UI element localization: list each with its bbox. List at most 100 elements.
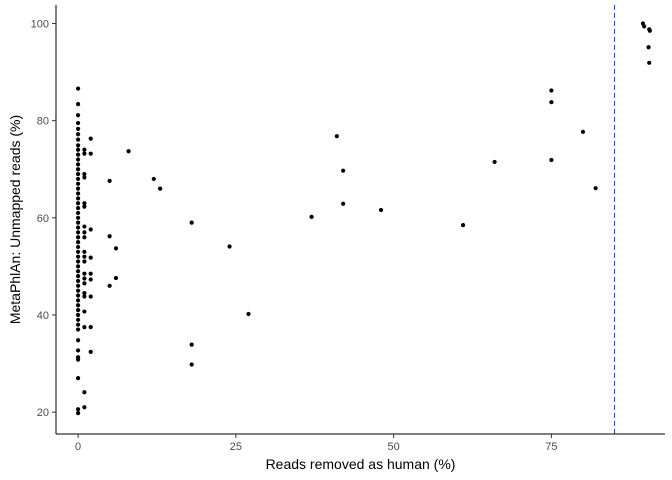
data-point <box>82 390 87 395</box>
data-point <box>82 271 87 276</box>
data-point <box>75 254 81 259</box>
data-point <box>189 342 194 347</box>
data-point <box>647 60 652 65</box>
data-point <box>126 149 131 154</box>
data-point <box>75 181 81 186</box>
data-point <box>75 132 81 137</box>
data-point <box>88 325 93 330</box>
data-point <box>75 120 81 126</box>
data-point <box>82 309 87 314</box>
data-point <box>75 317 81 322</box>
data-point <box>75 327 81 332</box>
data-point <box>460 222 466 228</box>
data-point <box>82 276 87 281</box>
data-point <box>75 288 81 293</box>
data-point <box>75 205 81 211</box>
data-point <box>75 162 81 167</box>
data-point <box>75 215 81 220</box>
data-point <box>341 168 346 173</box>
data-point <box>75 278 81 284</box>
data-point <box>189 362 194 367</box>
data-point <box>75 191 81 196</box>
points-layer <box>75 21 652 416</box>
data-point <box>82 151 87 156</box>
data-point <box>580 129 586 134</box>
data-point <box>75 407 81 412</box>
data-point <box>82 171 87 177</box>
data-point <box>82 405 87 410</box>
data-point <box>75 283 81 288</box>
data-point <box>82 259 87 264</box>
data-point <box>75 210 81 216</box>
data-point <box>82 254 87 259</box>
data-point <box>82 175 87 180</box>
data-point <box>75 225 81 230</box>
data-point <box>75 259 81 264</box>
data-point <box>75 157 81 162</box>
x-tick-label: 75 <box>545 441 557 453</box>
data-point <box>107 283 112 288</box>
data-point <box>75 147 81 152</box>
data-point <box>107 234 112 239</box>
data-point <box>75 102 81 107</box>
data-point <box>88 227 93 232</box>
data-point <box>246 311 251 317</box>
data-point <box>75 171 81 177</box>
data-point <box>88 277 93 282</box>
data-point <box>75 220 81 225</box>
x-axis-ticks: 0 25 50 75 <box>75 434 558 453</box>
data-point <box>75 196 81 201</box>
data-point <box>75 167 81 172</box>
y-tick-label: 40 <box>37 310 49 322</box>
x-axis-title: Reads removed as human (%) <box>266 456 456 472</box>
data-point <box>88 151 93 156</box>
data-point <box>82 235 87 240</box>
data-point <box>75 235 81 240</box>
data-point <box>75 298 81 303</box>
data-point <box>646 45 651 50</box>
data-point <box>378 207 384 213</box>
data-point <box>75 264 81 269</box>
data-point <box>593 186 598 191</box>
data-point <box>549 100 554 105</box>
data-point <box>75 303 81 308</box>
data-point <box>334 134 339 139</box>
data-point <box>189 220 194 225</box>
data-point <box>82 230 87 235</box>
data-point <box>75 348 81 353</box>
data-point <box>82 249 87 254</box>
data-point <box>82 281 87 286</box>
data-point <box>75 244 81 250</box>
data-point <box>227 244 232 249</box>
data-point <box>75 137 81 142</box>
data-point <box>75 230 81 235</box>
data-point <box>82 224 87 229</box>
data-point <box>75 176 81 182</box>
y-tick-label: 80 <box>37 116 49 128</box>
data-point <box>75 152 81 157</box>
data-point <box>113 246 119 251</box>
data-point <box>75 269 81 274</box>
data-point <box>75 376 81 381</box>
data-point <box>82 325 87 330</box>
data-point <box>75 249 81 254</box>
y-tick-label: 60 <box>37 213 49 225</box>
data-point <box>75 338 81 343</box>
data-point <box>642 24 647 29</box>
x-tick-label: 0 <box>75 441 81 453</box>
y-axis-ticks: 20 40 60 80 100 <box>31 18 56 419</box>
data-point <box>75 143 81 148</box>
data-point <box>88 136 93 141</box>
data-point <box>341 201 346 206</box>
data-point <box>88 255 93 260</box>
data-point <box>82 204 87 209</box>
data-point <box>75 308 81 313</box>
data-point <box>75 201 81 206</box>
data-point <box>75 186 81 191</box>
data-point <box>549 88 554 93</box>
data-point <box>82 147 87 152</box>
y-axis-title: MetaPhlAn: Unmapped reads (%) <box>7 115 23 324</box>
data-point <box>75 312 81 318</box>
data-point <box>549 157 554 163</box>
